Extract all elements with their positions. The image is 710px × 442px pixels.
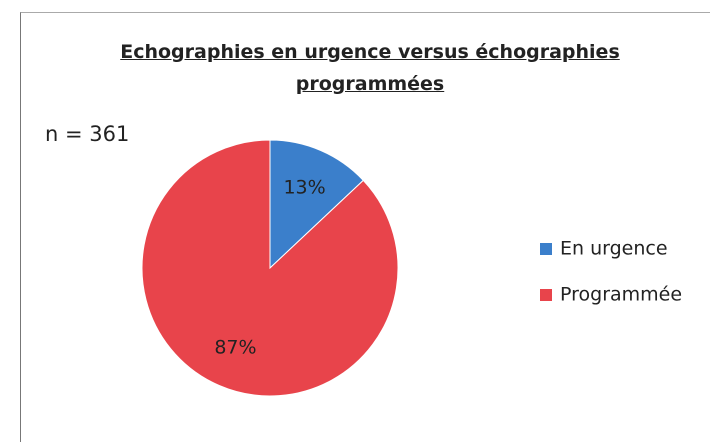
annotation: n = 361	[45, 122, 130, 146]
legend-label: Programmée	[560, 284, 682, 306]
chart-frame	[20, 12, 710, 442]
legend-label: En urgence	[560, 238, 668, 260]
pie-slice	[269, 139, 365, 270]
data-label: 13%	[283, 177, 325, 199]
data-label: 87%	[214, 336, 256, 358]
legend-swatch	[540, 243, 552, 255]
legend-swatch	[540, 289, 552, 301]
chart-title: Echographies en urgence versus échograph…	[120, 41, 620, 95]
pie-slice	[141, 139, 399, 397]
